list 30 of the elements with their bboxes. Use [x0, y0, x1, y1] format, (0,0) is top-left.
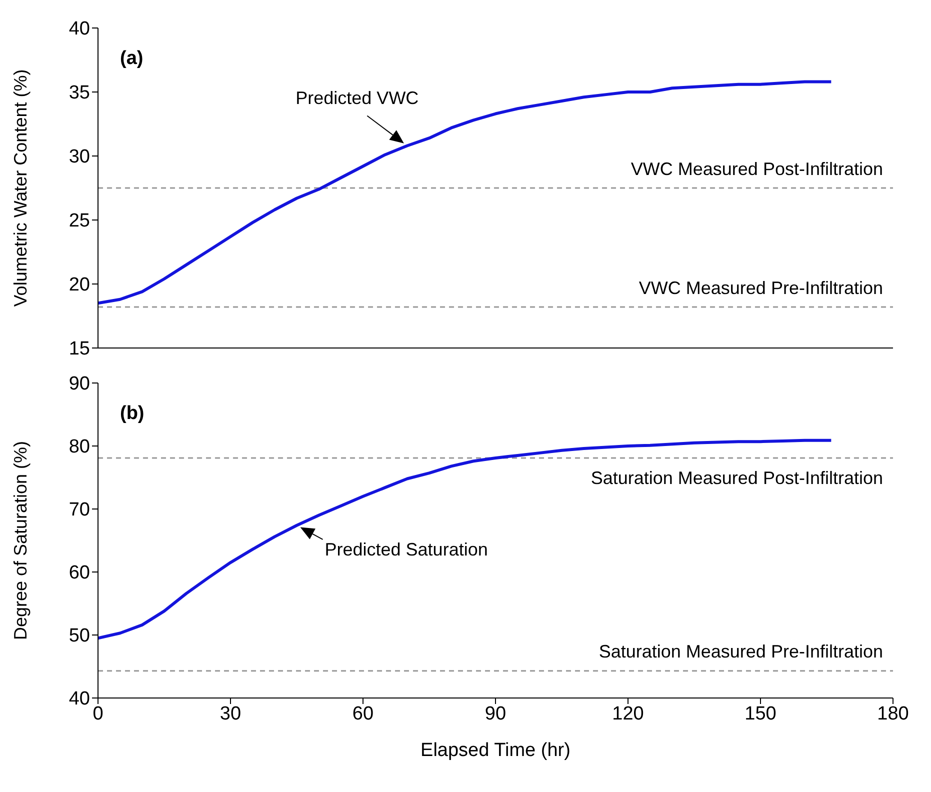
x-tick-label: 30 [220, 703, 242, 724]
y-tick-label: 80 [68, 436, 90, 458]
x-tick-label: 180 [877, 703, 909, 724]
y-tick-label: 20 [68, 274, 90, 296]
ref-line-label: Saturation Measured Pre-Infiltration [598, 642, 883, 662]
ref-line-label: VWC Measured Pre-Infiltration [638, 278, 883, 298]
x-tick-label: 150 [744, 703, 776, 724]
y-tick-label: 60 [68, 562, 90, 584]
annotation: (a) [120, 48, 144, 70]
y-tick-label: 35 [68, 82, 90, 104]
y-tick-label: 70 [68, 500, 90, 521]
annotation: Predicted VWC [296, 88, 419, 108]
y-tick-label: 40 [68, 688, 90, 710]
y-tick-label: 40 [68, 18, 90, 40]
x-axis-title: Elapsed Time (hr) [420, 740, 570, 761]
y-axis-title: Degree of Saturation (%) [10, 440, 30, 640]
y-tick-label: 90 [68, 374, 90, 395]
x-tick-label: 120 [612, 703, 644, 724]
x-tick-label: 0 [92, 703, 104, 724]
annotation: (b) [120, 403, 144, 425]
y-tick-label: 30 [68, 146, 90, 168]
ref-line-label: Saturation Measured Post-Infiltration [590, 468, 883, 488]
x-tick-label: 90 [484, 703, 506, 724]
y-tick-label: 50 [68, 626, 90, 647]
annotation: Predicted Saturation [324, 539, 488, 560]
y-tick-label: 15 [68, 338, 90, 360]
y-tick-label: 25 [68, 210, 90, 232]
y-axis-title: Volumetric Water Content (%) [10, 69, 30, 307]
x-tick-label: 60 [352, 703, 374, 724]
ref-line-label: VWC Measured Post-Infiltration [630, 158, 883, 179]
